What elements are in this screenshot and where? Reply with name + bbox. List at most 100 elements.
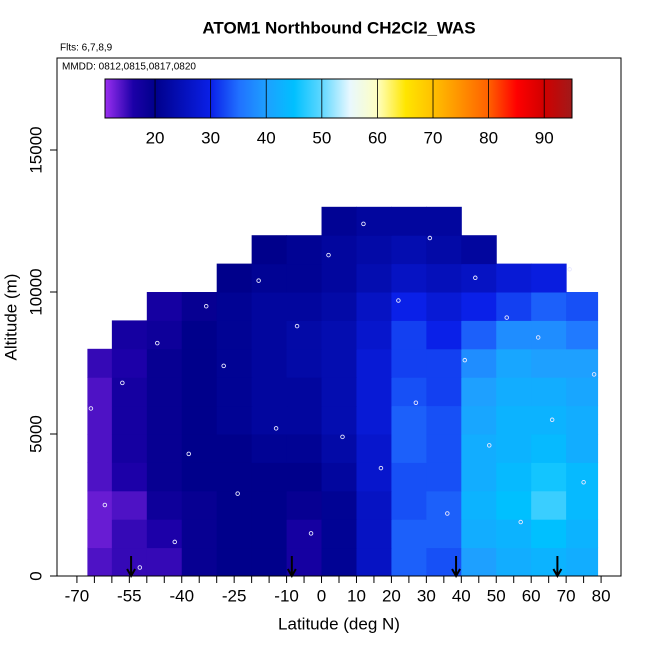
sample-point xyxy=(137,565,143,570)
x-tick-label: 30 xyxy=(417,586,436,605)
heat-cell xyxy=(286,462,323,492)
heat-cell xyxy=(496,462,532,492)
sample-point xyxy=(413,400,419,406)
heat-cell xyxy=(356,292,392,321)
sample-point xyxy=(591,372,597,377)
sample-point xyxy=(518,519,523,525)
y-tick-label: 0 xyxy=(26,571,45,580)
colorbar-segment xyxy=(488,79,517,118)
heat-cell xyxy=(496,547,532,577)
y-tick-label: 10000 xyxy=(26,268,45,315)
heat-cell xyxy=(391,434,427,463)
heat-cell xyxy=(391,490,427,520)
heat-cell xyxy=(216,348,253,378)
heat-cell xyxy=(251,320,288,350)
heat-cell xyxy=(426,434,462,463)
heat-cell xyxy=(286,263,323,293)
colorbar-segment xyxy=(516,79,545,118)
x-tick-label: 40 xyxy=(452,586,471,605)
heat-cell xyxy=(426,292,462,321)
sample-point xyxy=(256,278,261,283)
heat-cell xyxy=(391,292,427,321)
heat-cell xyxy=(216,547,253,577)
heat-cell xyxy=(146,490,183,520)
heat-cell xyxy=(461,434,497,463)
heat-cell xyxy=(461,519,497,549)
colorbar-segment xyxy=(266,79,295,118)
x-tick-label: -40 xyxy=(169,586,194,605)
heat-cell xyxy=(496,490,532,520)
heat-cell xyxy=(251,547,288,577)
heat-cell xyxy=(356,235,392,265)
heat-cell xyxy=(111,462,148,492)
heat-cell xyxy=(251,377,288,407)
heat-cell xyxy=(181,292,218,321)
heat-cell xyxy=(461,348,497,378)
colorbar-segment xyxy=(105,79,134,118)
colorbar-segment xyxy=(460,79,490,118)
heat-cell xyxy=(496,320,532,350)
heat-cell xyxy=(426,405,462,435)
heat-cell xyxy=(146,348,183,378)
heat-cell xyxy=(426,263,462,293)
heat-cell xyxy=(87,348,113,378)
heat-cell xyxy=(426,320,462,350)
annotation: Flts: 6,7,8,9 xyxy=(60,43,113,54)
heat-cell xyxy=(496,434,532,463)
x-tick-label: -70 xyxy=(65,586,90,605)
heat-cell xyxy=(321,235,357,265)
heat-cell xyxy=(356,462,392,492)
heat-cell xyxy=(356,377,392,407)
heat-cell xyxy=(216,462,253,492)
x-axis-label: Latitude (deg N) xyxy=(278,614,400,633)
heat-cell xyxy=(496,348,532,378)
heat-cell xyxy=(87,519,113,549)
heat-cell xyxy=(321,547,357,577)
heat-cell xyxy=(531,462,567,492)
heat-cell xyxy=(531,263,567,293)
y-tick-label: 15000 xyxy=(26,126,45,173)
sample-point xyxy=(462,357,468,363)
heat-cell xyxy=(251,292,288,321)
sample-point xyxy=(203,303,209,309)
heat-cell xyxy=(181,405,218,435)
heat-cell xyxy=(391,263,427,293)
x-tick-label: -55 xyxy=(117,586,142,605)
colorbar-tick-label: 40 xyxy=(257,128,276,147)
heat-cell xyxy=(181,490,218,520)
heatmap xyxy=(87,206,599,577)
heat-cell xyxy=(181,547,218,577)
heat-cell xyxy=(426,490,462,520)
heat-cell xyxy=(391,519,427,549)
heat-cell xyxy=(496,405,532,435)
heat-cell xyxy=(181,348,218,378)
x-tick-label: 50 xyxy=(487,586,506,605)
heat-cell xyxy=(531,405,567,435)
colorbar-segment xyxy=(294,79,323,118)
heat-cell xyxy=(356,348,392,378)
sample-point xyxy=(378,465,384,471)
heat-cell xyxy=(531,434,567,463)
heat-cell xyxy=(286,377,323,407)
heat-cell xyxy=(321,490,357,520)
heat-cell xyxy=(531,547,567,577)
heat-cell xyxy=(286,320,323,350)
heat-cell xyxy=(146,405,183,435)
colorbar-frame xyxy=(104,78,573,119)
heat-cell xyxy=(321,405,357,435)
heat-cell xyxy=(426,462,462,492)
heat-cell xyxy=(251,490,288,520)
sample-point xyxy=(155,340,160,346)
sample-point xyxy=(102,502,108,508)
heat-cell xyxy=(461,377,497,407)
sample-point xyxy=(396,298,401,303)
heat-cell xyxy=(111,490,148,520)
sample-point xyxy=(535,335,541,340)
colorbar-segment xyxy=(321,79,351,118)
y-tick-label: 5000 xyxy=(26,415,45,453)
heat-cell xyxy=(111,405,148,435)
heat-cell xyxy=(566,519,599,549)
sample-point xyxy=(427,235,433,241)
sample-point xyxy=(235,491,240,496)
